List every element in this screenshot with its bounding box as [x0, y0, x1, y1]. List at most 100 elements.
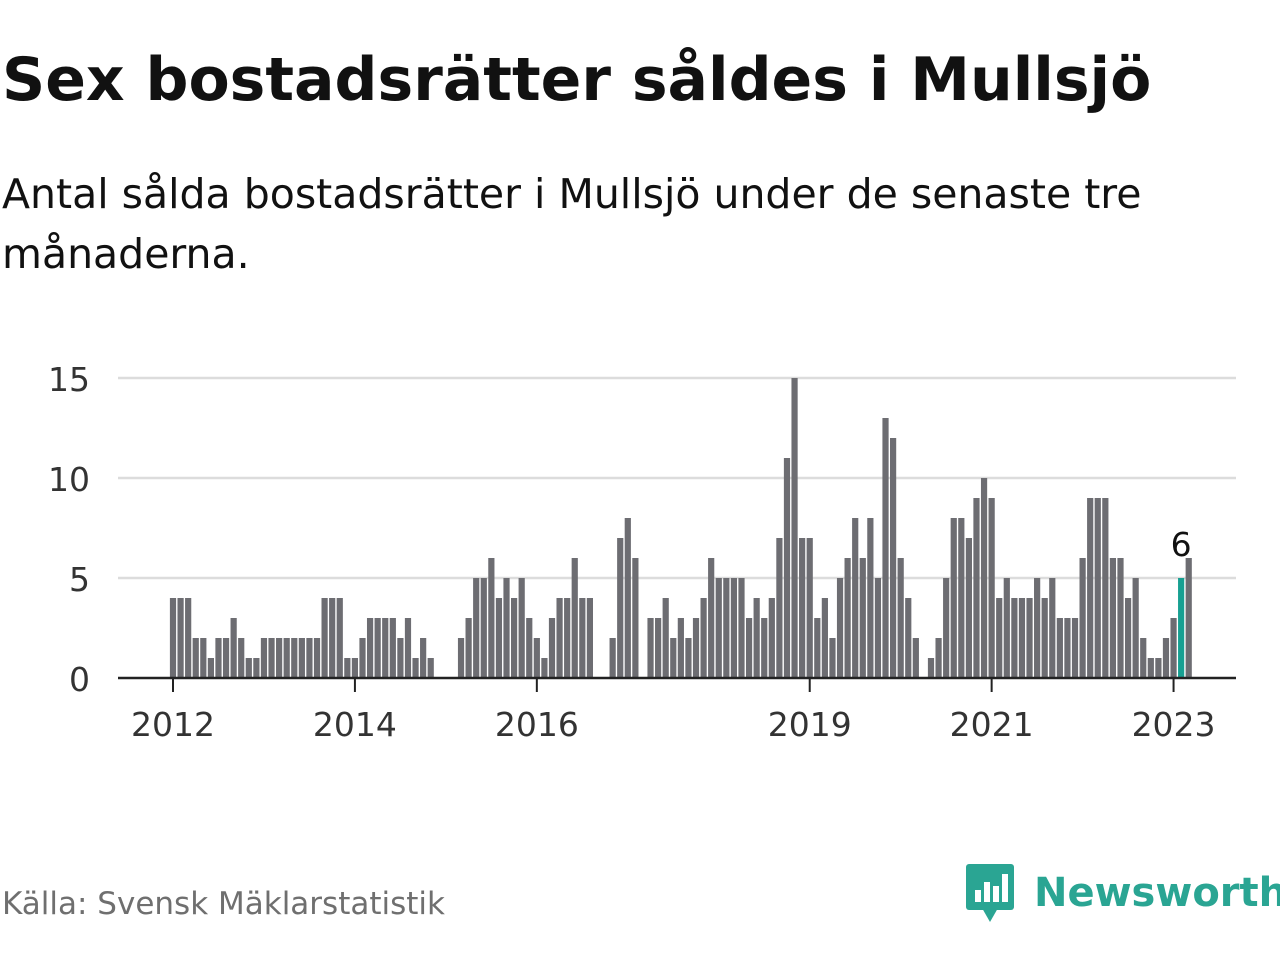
chart-subtitle: Antal sålda bostadsrätter i Mullsjö unde…: [2, 170, 1142, 278]
bar: [321, 598, 328, 678]
bar: [215, 638, 222, 678]
bar: [950, 518, 957, 678]
bar: [336, 598, 343, 678]
grid-layer: [118, 376, 1236, 580]
bar: [791, 378, 798, 678]
bar: [973, 498, 980, 678]
x-axis-labels: 2012 2014 2016 2019 2021 2023: [131, 705, 1216, 744]
bar: [730, 578, 738, 678]
bar: [867, 518, 874, 678]
bar: [647, 618, 654, 678]
bar: [344, 658, 351, 678]
bar: [1011, 598, 1018, 678]
bar: [1132, 578, 1139, 678]
x-tick-label: 2019: [768, 705, 852, 744]
x-axis: [118, 676, 1236, 692]
bar: [473, 578, 480, 678]
bar: [526, 618, 533, 678]
brand-logo[interactable]: Newsworthy: [964, 862, 1280, 924]
bar: [715, 578, 722, 678]
bar: [238, 638, 245, 678]
bar: [1102, 498, 1109, 678]
bar: [912, 638, 919, 678]
bar: [329, 598, 336, 678]
y-tick-label: 15: [48, 360, 90, 399]
x-tick-label: 2016: [495, 705, 579, 744]
bar: [548, 618, 556, 678]
bar: [806, 538, 813, 678]
bar: [897, 558, 904, 678]
bar: [222, 638, 230, 678]
bar: [814, 618, 821, 678]
bar: [495, 598, 503, 678]
bar: [1117, 558, 1124, 678]
bar: [723, 578, 730, 678]
bar: [890, 438, 897, 678]
bar: [1018, 598, 1026, 678]
bar: [579, 598, 586, 678]
bar: [276, 638, 283, 678]
x-tick-label: 2012: [131, 705, 215, 744]
bar: [541, 658, 548, 678]
bar: [821, 598, 828, 678]
y-tick-label: 5: [69, 560, 90, 599]
bar: [185, 598, 192, 678]
bar: [943, 578, 950, 678]
bar: [761, 618, 768, 678]
highlight-value-label: 6: [1171, 525, 1192, 564]
bar: [207, 658, 214, 678]
bar: [1185, 558, 1192, 678]
x-tick-label: 2023: [1132, 705, 1216, 744]
bar: [708, 558, 715, 678]
bar: [677, 618, 684, 678]
bar: [783, 458, 791, 678]
chart-title: Sex bostadsrätter såldes i Mullsjö: [2, 45, 1152, 115]
bar: [753, 598, 760, 678]
bar: [556, 598, 563, 678]
bar: [1147, 658, 1154, 678]
bar: [192, 638, 199, 678]
bar: [177, 598, 184, 678]
bar: [738, 578, 745, 678]
bar: [533, 638, 540, 678]
bar: [1094, 498, 1101, 678]
bar: [927, 658, 935, 678]
y-tick-label: 0: [69, 660, 90, 699]
bar: [1155, 658, 1162, 678]
bar: [488, 558, 495, 678]
bar: [366, 618, 374, 678]
bar: [457, 638, 465, 678]
bar: [617, 538, 624, 678]
bar: [852, 518, 859, 678]
brand-name: Newsworthy: [1034, 870, 1280, 916]
bar: [776, 538, 783, 678]
bar: [404, 618, 412, 678]
bar: [768, 598, 775, 678]
bar-series: [169, 378, 1192, 678]
bar: [245, 658, 252, 678]
bar: [1140, 638, 1147, 678]
bar: [988, 498, 995, 678]
bar: [1041, 598, 1048, 678]
bar: [564, 598, 571, 678]
bar: [397, 638, 404, 678]
bar: [298, 638, 305, 678]
bar: [518, 578, 525, 678]
bar: [882, 418, 889, 678]
bar: [283, 638, 290, 678]
bar: [374, 618, 381, 678]
bar-highlight: [1178, 578, 1185, 678]
bar: [268, 638, 275, 678]
bar: [1034, 578, 1041, 678]
bar: [859, 558, 866, 678]
bar: [655, 618, 662, 678]
bar: [427, 658, 434, 678]
bar: [874, 578, 882, 678]
bar: [230, 618, 237, 678]
bar: [799, 538, 806, 678]
bar: [1071, 618, 1079, 678]
bar: [586, 598, 593, 678]
bar: [700, 598, 707, 678]
bar: [291, 638, 298, 678]
bar: [412, 658, 419, 678]
